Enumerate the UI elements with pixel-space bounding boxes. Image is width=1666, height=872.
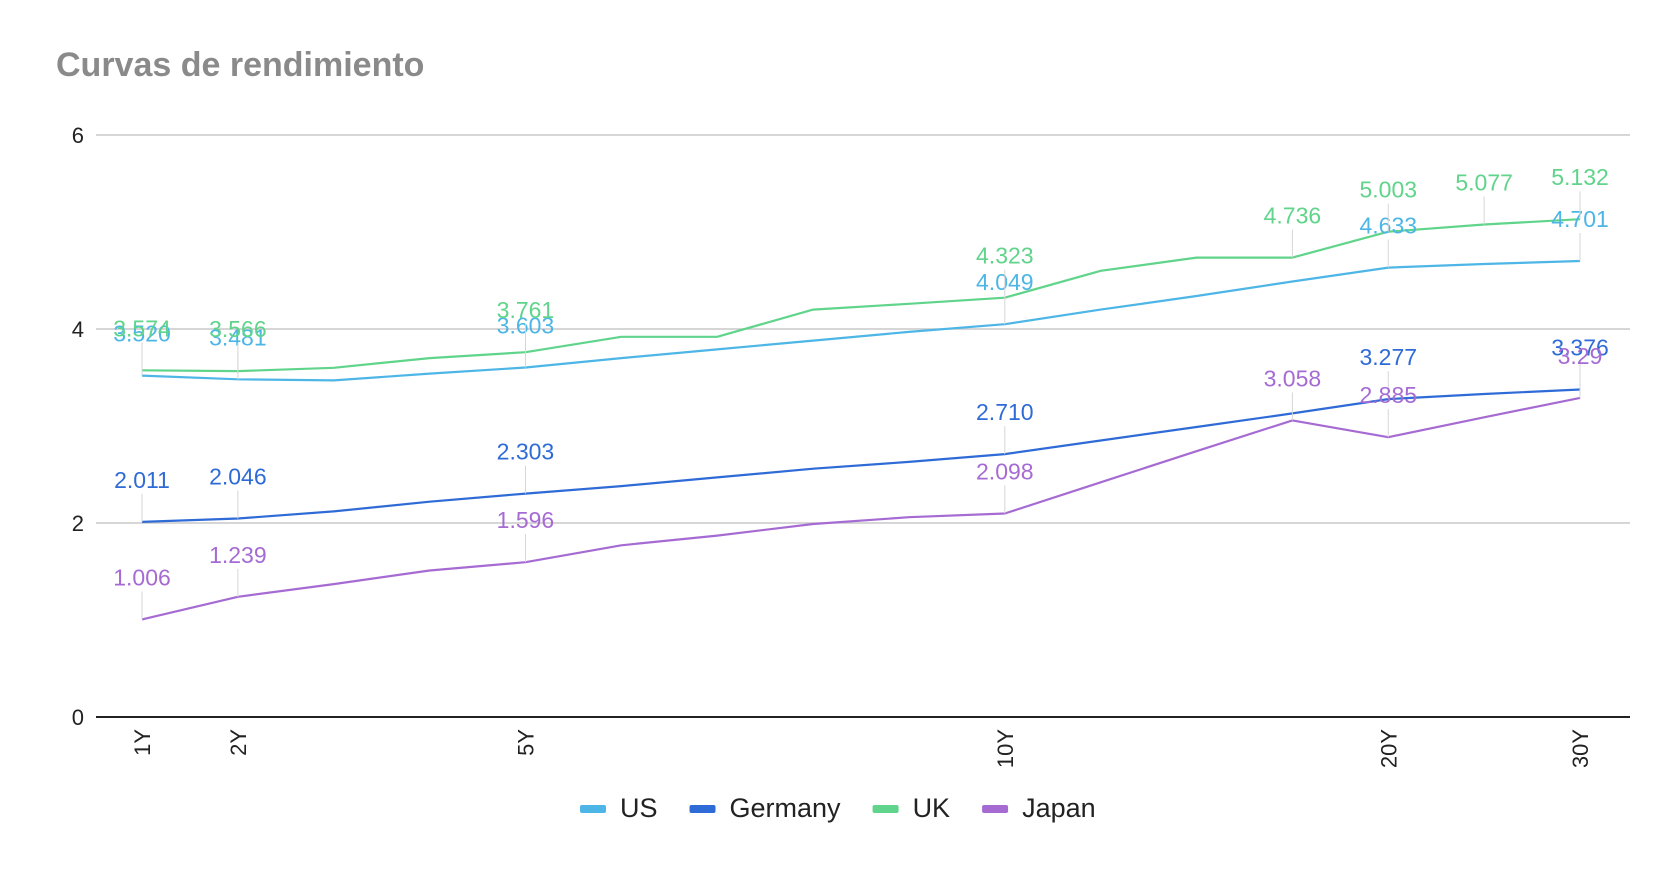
data-label-japan: 1.239 — [209, 542, 267, 568]
x-tick-label: 30Y — [1568, 729, 1593, 768]
data-label-uk: 3.566 — [209, 316, 267, 342]
legend-label-uk: UK — [913, 793, 951, 823]
series-line-japan — [141, 396, 1581, 621]
chart-title: Curvas de rendimiento — [56, 46, 424, 84]
legend-swatch-uk — [872, 805, 899, 813]
data-label-germany: 2.710 — [976, 399, 1034, 425]
data-label-japan: 2.098 — [976, 458, 1034, 484]
x-tick-label: 20Y — [1376, 729, 1401, 768]
data-label-us: 3.520 — [113, 321, 171, 347]
data-label-germany: 2.011 — [114, 467, 170, 493]
data-label-uk: 4.323 — [976, 243, 1034, 269]
legend-swatch-japan — [982, 805, 1009, 813]
data-label-germany: 2.303 — [497, 439, 555, 465]
data-label-japan: 1.596 — [497, 507, 555, 533]
x-tick-label: 2Y — [226, 729, 251, 756]
data-label-japan: 3.29 — [1558, 343, 1603, 369]
data-label-uk: 5.003 — [1359, 177, 1417, 203]
data-label-uk: 4.736 — [1264, 203, 1322, 229]
legend-label-japan: Japan — [1022, 793, 1096, 823]
y-tick-label: 6 — [72, 123, 84, 148]
series-line-uk — [141, 218, 1581, 373]
x-tick-label: 5Y — [513, 729, 538, 756]
y-tick-label: 2 — [72, 511, 84, 536]
data-label-uk: 5.132 — [1551, 164, 1609, 190]
x-tick-label: 10Y — [993, 729, 1018, 768]
data-label-uk: 3.761 — [497, 297, 555, 323]
data-label-japan: 1.006 — [113, 564, 171, 590]
legend-label-us: US — [620, 793, 658, 823]
data-label-germany: 3.376 — [1551, 335, 1609, 361]
legend-swatch-us — [580, 805, 606, 813]
y-axis: 0 2 4 6 — [72, 123, 84, 730]
data-label-japan: 2.885 — [1359, 382, 1417, 408]
legend: US Germany UK Japan — [580, 793, 1096, 823]
y-tick-label: 0 — [72, 705, 84, 730]
x-tick-label: 1Y — [130, 729, 155, 756]
x-axis: 1Y 2Y 5Y 10Y 20Y 30Y — [130, 729, 1593, 768]
series-line-germany — [141, 388, 1581, 523]
grid-lines — [96, 134, 1630, 718]
data-label-germany: 2.046 — [209, 464, 267, 490]
data-label-uk: 3.574 — [113, 315, 171, 341]
series-lines — [141, 218, 1581, 621]
data-label-uk: 5.077 — [1455, 170, 1513, 196]
legend-swatch-germany — [689, 805, 716, 813]
data-label-germany: 3.277 — [1359, 344, 1417, 370]
data-label-japan: 3.058 — [1264, 365, 1322, 391]
series-line-us — [141, 259, 1581, 382]
y-tick-label: 4 — [72, 317, 84, 342]
legend-label-germany: Germany — [730, 793, 842, 823]
